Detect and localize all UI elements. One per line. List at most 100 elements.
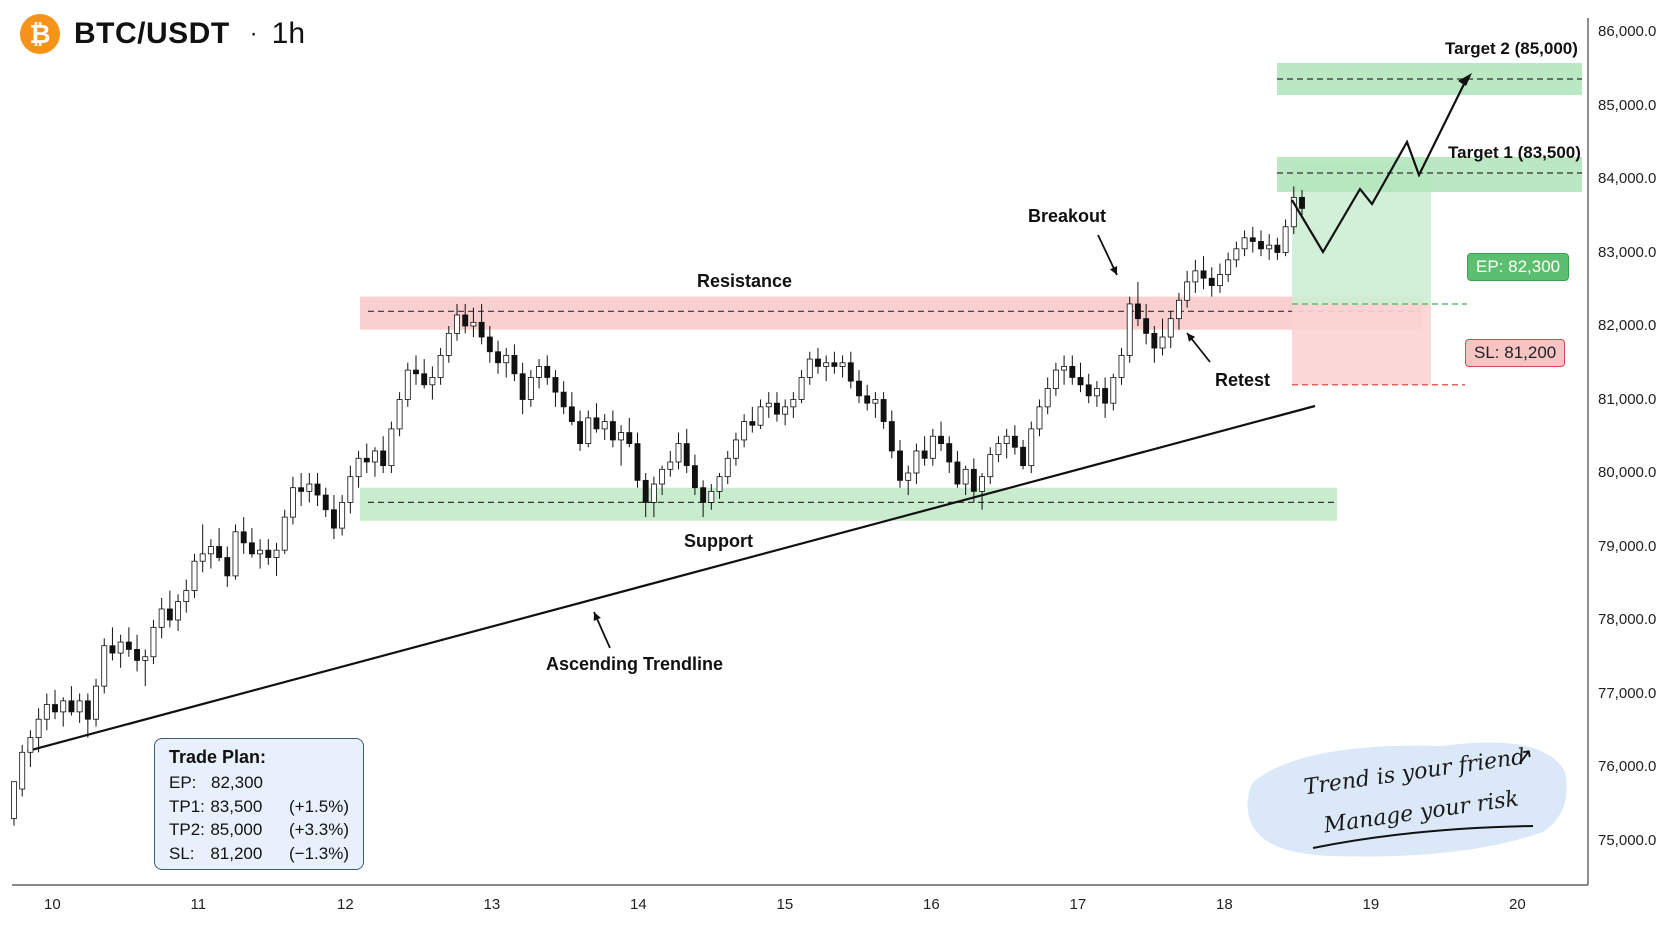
bear-candle — [314, 483, 321, 496]
plan-value: 85,000 — [210, 820, 263, 839]
x-tick-label: 17 — [1069, 896, 1087, 913]
x-tick-label: 11 — [190, 896, 207, 913]
bull-candle — [429, 377, 436, 386]
bear-candle — [248, 542, 255, 555]
bear-candle — [1069, 366, 1076, 378]
y-tick-label: 86,000.0 — [1598, 23, 1657, 40]
bull-candle — [150, 626, 157, 658]
bear-candle — [938, 435, 944, 444]
bear-candle — [462, 314, 469, 327]
x-tick-label: 16 — [923, 896, 940, 913]
bull-candle — [355, 457, 362, 478]
bull-candle — [1044, 388, 1051, 408]
bear-candle — [166, 608, 173, 621]
bull-candle — [872, 399, 879, 404]
bull-candle — [1241, 237, 1248, 250]
bear-candle — [413, 369, 419, 375]
bear-candle — [749, 421, 756, 426]
bull-candle — [1003, 435, 1010, 444]
bear-candle — [1274, 244, 1281, 253]
trade-plan-title: Trade Plan: — [169, 747, 267, 767]
bear-candle — [700, 487, 707, 503]
target1-label: Target 1 (83,500) — [1448, 143, 1581, 162]
bear-candle — [1200, 270, 1207, 279]
bear-candle — [1102, 388, 1109, 404]
bull-candle — [1192, 270, 1199, 283]
bull-candle — [199, 553, 206, 562]
bear-candle — [880, 399, 887, 422]
bear-candle — [1077, 377, 1084, 386]
bull-candle — [724, 457, 731, 478]
bear-candle — [1143, 318, 1150, 334]
bull-candle — [27, 737, 34, 753]
bear-candle — [577, 421, 584, 444]
bear-candle — [1151, 332, 1158, 349]
bull-candle — [1028, 428, 1035, 467]
bear-candle — [125, 641, 132, 650]
support-zone — [359, 487, 1338, 521]
bear-candle — [1299, 196, 1305, 209]
bear-candle — [1085, 384, 1092, 397]
bear-candle — [52, 704, 58, 713]
stop-loss-tag: SL: 81,200 — [1465, 339, 1566, 367]
bull-candle — [60, 700, 67, 713]
bear-candle — [560, 391, 567, 408]
plan-value: 83,500 — [210, 796, 263, 816]
bear-candle — [224, 557, 231, 577]
bull-candle — [396, 399, 403, 430]
bear-candle — [954, 461, 961, 485]
bull-candle — [158, 608, 165, 628]
plan-key: EP: — [169, 773, 197, 792]
bear-candle — [68, 700, 75, 713]
bear-candle — [609, 421, 616, 441]
bull-candle — [1184, 281, 1191, 301]
trade-plan-box: Trade Plan: EP: 82,300 TP1: 83,500 (+1.5… — [154, 738, 364, 870]
bear-candle — [683, 443, 690, 467]
bear-candle — [84, 700, 91, 720]
bull-candle — [273, 549, 280, 558]
bear-candle — [109, 645, 116, 654]
bull-candle — [19, 751, 26, 790]
bull-candle — [1233, 248, 1240, 261]
bear-candle — [265, 549, 272, 558]
x-tick-label: 14 — [630, 896, 647, 913]
trend-up-icon: ↗ — [1513, 742, 1536, 771]
y-tick-label: 78,000.0 — [1598, 611, 1657, 628]
bull-candle — [667, 461, 674, 470]
bull-candle — [659, 468, 666, 485]
bull-candle — [708, 490, 715, 503]
projection-arrowhead — [1458, 73, 1472, 86]
y-tick-label: 83,000.0 — [1598, 243, 1657, 261]
trade-plan-row-tp1: TP1: 83,500 (+1.5%) — [169, 795, 349, 819]
bear-candle — [421, 373, 428, 386]
y-tick-label: 84,000.0 — [1598, 170, 1657, 187]
bear-candle — [691, 465, 698, 489]
bull-candle — [1118, 354, 1125, 378]
timeframe-label[interactable]: 1h — [271, 17, 306, 50]
y-tick-label: 75,000.0 — [1598, 831, 1657, 849]
bull-candle — [716, 476, 723, 492]
bear-candle — [634, 443, 641, 481]
bear-candle — [380, 450, 387, 467]
bear-candle — [568, 406, 575, 422]
bear-candle — [1249, 237, 1256, 242]
bear-candle — [593, 417, 600, 430]
bull-candle — [798, 377, 805, 400]
breakout-label: Breakout — [1028, 206, 1107, 226]
resistance-label: Resistance — [697, 271, 793, 291]
bull-candle — [347, 476, 354, 503]
bull-candle — [142, 656, 149, 661]
bull-candle — [1175, 299, 1182, 320]
bull-candle — [175, 601, 182, 621]
bear-candle — [478, 321, 485, 338]
bull-candle — [207, 546, 214, 555]
bear-candle — [888, 421, 895, 452]
bear-candle — [864, 395, 871, 404]
plan-pct: (+3.3%) — [289, 820, 349, 839]
bear-candle — [831, 362, 838, 367]
retest-label: Retest — [1215, 370, 1271, 390]
symbol-label[interactable]: BTC/USDT — [74, 17, 230, 50]
bull-candle — [1110, 377, 1117, 404]
bull-candle — [1225, 259, 1232, 275]
